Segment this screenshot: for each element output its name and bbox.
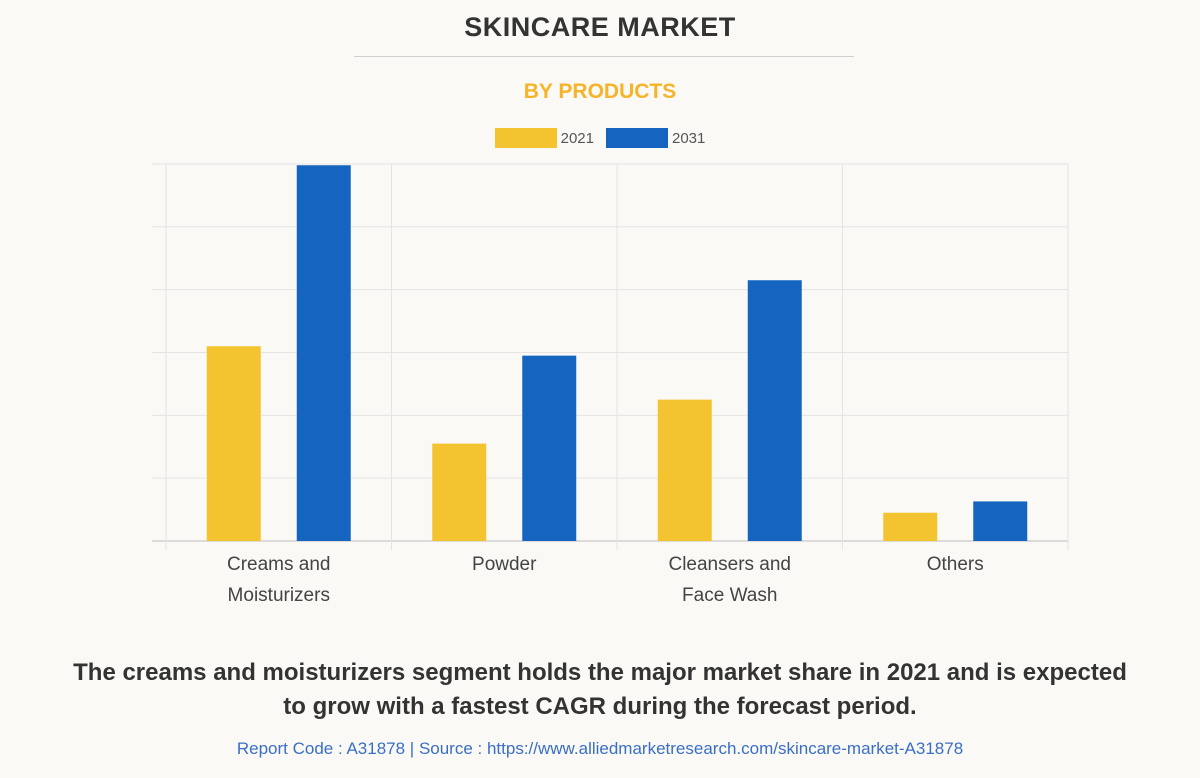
bar-2021-1 <box>206 346 261 541</box>
bar-2031-2 <box>522 355 577 541</box>
legend-item-2021[interactable]: 2021 <box>494 128 594 148</box>
title-divider <box>354 56 854 57</box>
bar-2021-3 <box>657 399 712 541</box>
x-tick-label: Others <box>927 554 984 575</box>
legend-swatch-2021 <box>494 128 557 148</box>
legend-item-2031[interactable]: 2031 <box>606 128 705 148</box>
bar-2021-4 <box>883 512 938 541</box>
source-footer[interactable]: Report Code : A31878 | Source : https://… <box>0 739 1200 759</box>
bar-2021-2 <box>432 443 487 541</box>
x-tick-label: Cleansers and Face Wash <box>668 554 791 606</box>
x-tick-label: Powder <box>472 554 537 575</box>
chart-title: SKINCARE MARKET <box>464 12 736 42</box>
caption-line-1: The creams and moisturizers segment hold… <box>73 659 1127 686</box>
bar-2031-4 <box>973 501 1028 541</box>
source-text[interactable]: Report Code : A31878 | Source : https://… <box>236 739 964 758</box>
bar-2031-1 <box>296 165 351 542</box>
legend-swatch-2031 <box>606 128 668 148</box>
bar-chart: Creams and Moisturizers Powder Cleansers an… <box>152 163 1069 606</box>
x-tick-label: Creams and Moisturizers <box>227 554 331 606</box>
legend: 2021 2031 <box>0 128 1200 148</box>
chart-subtitle: BY PRODUCTS <box>523 80 677 103</box>
caption-line-2: to grow with a fastest CAGR during the f… <box>283 693 917 720</box>
legend-label-2031: 2031 <box>672 129 706 147</box>
caption: The creams and moisturizers segment hold… <box>0 656 1200 724</box>
legend-label-2021: 2021 <box>560 129 594 147</box>
bar-2031-3 <box>747 280 802 541</box>
